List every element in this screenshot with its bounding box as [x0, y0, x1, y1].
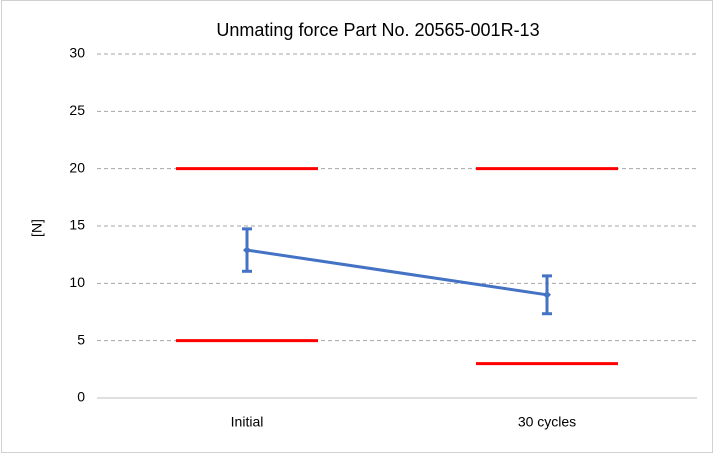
y-tick-label: 15 — [69, 217, 85, 233]
series-line — [246, 248, 548, 297]
chart-title: Unmating force Part No. 20565-001R-13 — [216, 20, 539, 40]
y-tick-label: 5 — [77, 331, 85, 347]
y-tick-label: 0 — [77, 389, 85, 405]
y-tick-label: 30 — [69, 45, 85, 61]
y-tick-label: 20 — [69, 159, 85, 175]
y-tick-label: 10 — [69, 274, 85, 290]
point-marker — [543, 290, 551, 299]
point-marker — [243, 246, 251, 255]
y-tick-label: 25 — [69, 102, 85, 118]
x-tick-label: 30 cycles — [518, 414, 576, 430]
y-axis-label: [N] — [29, 219, 45, 237]
x-tick-label: Initial — [231, 414, 264, 430]
